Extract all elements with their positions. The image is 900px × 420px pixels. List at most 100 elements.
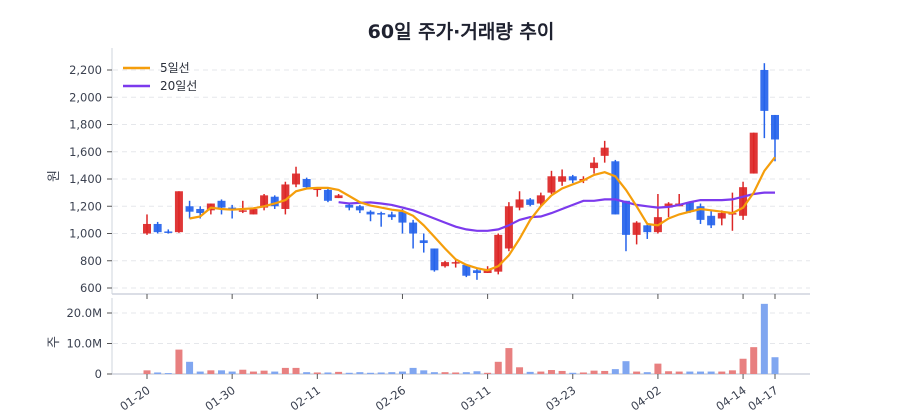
candle-body (185, 206, 194, 212)
candle-body (632, 222, 641, 235)
x-tick-label: 04-14 (713, 383, 748, 414)
volume-bar (547, 370, 555, 374)
candlesticks (143, 63, 779, 280)
candle-body (281, 184, 290, 209)
volume-bar (186, 361, 194, 374)
volume-y-ticks: 0 10.0M 20.0M (66, 306, 112, 381)
volume-bar (430, 372, 438, 374)
x-tick-label: 03-11 (458, 383, 493, 414)
candle-body (739, 187, 748, 216)
candle-body (760, 70, 769, 111)
volume-bar (590, 370, 598, 374)
x-tick-label: 02-26 (373, 383, 408, 414)
candle-body (494, 234, 503, 272)
volume-bar (569, 372, 577, 374)
volume-bar (196, 371, 204, 374)
x-tick-label: 04-02 (628, 383, 663, 414)
volume-bar (622, 361, 630, 374)
candle-body (345, 204, 354, 208)
volume-bar (239, 369, 247, 374)
volume-bar (494, 361, 502, 374)
volume-bars (143, 303, 779, 374)
volume-bar (505, 348, 513, 374)
volume-bar (601, 370, 609, 374)
volume-bar (750, 347, 758, 374)
y-tick-label: 2,000 (69, 90, 102, 104)
candle-body (515, 199, 524, 208)
candle-body (143, 223, 151, 234)
candle-body (472, 270, 481, 274)
volume-bar (324, 372, 332, 374)
candle-body (409, 222, 418, 234)
volume-bar (654, 363, 662, 374)
volume-bar (398, 371, 406, 374)
volume-bar (207, 370, 215, 374)
volume-bar (228, 371, 236, 374)
x-tick-label: 02-11 (288, 383, 323, 414)
volume-bar (303, 372, 311, 374)
candle-body (600, 147, 609, 156)
candle-body (749, 132, 758, 174)
candle-body (771, 114, 779, 140)
chart-title: 60일 주가·거래량 추이 (368, 21, 555, 43)
legend-ma5-label: 5일선 (160, 61, 190, 75)
candle-body (238, 210, 247, 212)
volume-bar (665, 371, 673, 374)
volume-bar (377, 372, 385, 374)
volume-bar (143, 370, 151, 374)
volume-y-label: 주 (47, 336, 62, 348)
y-tick-label: 2,200 (69, 63, 102, 77)
volume-bar (728, 370, 736, 374)
volume-bar (707, 371, 715, 374)
candle-body (547, 176, 556, 193)
candle-body (153, 223, 162, 233)
volume-bar (771, 357, 779, 374)
candle-body (611, 161, 620, 215)
candle-body (526, 199, 535, 205)
candle-body (430, 248, 439, 271)
volume-bar (611, 369, 619, 374)
candle-body (377, 213, 386, 215)
volume-bar (335, 371, 343, 374)
candle-body (621, 200, 630, 235)
price-x-ticks (146, 294, 776, 299)
volume-bar (558, 370, 566, 374)
volume-bar (579, 372, 587, 374)
volume-bar (388, 372, 396, 374)
candle-body (228, 207, 237, 210)
candle-body (419, 240, 428, 244)
volume-bar (292, 367, 300, 374)
candle-body (696, 206, 705, 220)
volume-bar (462, 372, 470, 374)
candle-body (643, 225, 652, 233)
volume-bar (175, 349, 183, 374)
volume-bar (441, 372, 449, 374)
candle-body (398, 211, 407, 223)
candle-body (441, 262, 450, 267)
volume-x-ticks: 01-20 01-30 02-11 02-26 03-11 03-23 04-02 04-14… (117, 374, 781, 414)
volume-bar (643, 372, 651, 374)
candle-body (558, 176, 567, 182)
candle-body (387, 214, 396, 218)
volume-bar (313, 372, 321, 374)
candle-body (462, 264, 471, 276)
ma5-line (189, 156, 776, 272)
y-tick-label: 10.0M (66, 337, 102, 351)
y-tick-label: 800 (80, 254, 102, 268)
candle-body (536, 195, 545, 204)
candle-body (717, 213, 726, 219)
x-tick-label: 01-20 (117, 383, 152, 414)
volume-bar (452, 372, 460, 374)
x-tick-label: 03-23 (543, 383, 578, 414)
candle-body (707, 215, 716, 226)
x-tick-label: 01-30 (202, 383, 237, 414)
candle-body (217, 200, 226, 208)
volume-bar (675, 371, 683, 374)
volume-bar (484, 372, 492, 374)
candle-body (260, 195, 269, 208)
volume-bar (218, 370, 226, 374)
candle-body (164, 231, 173, 233)
volume-bar (696, 371, 704, 374)
candle-body (664, 203, 673, 208)
